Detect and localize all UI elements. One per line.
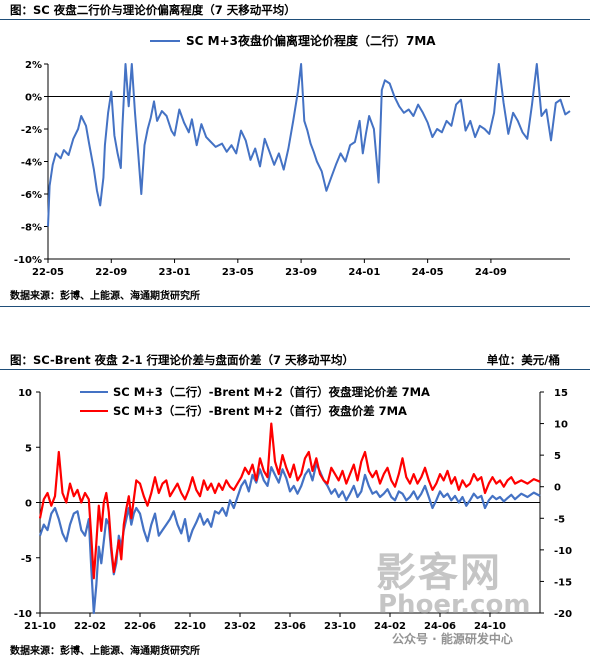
x-tick-label: 23-10 <box>324 621 356 632</box>
x-tick-label: 23-05 <box>222 267 254 278</box>
legend-label-series1: SC M+3（二行）-Brent M+2（首行）夜盘理论价差 7MA <box>113 385 430 399</box>
y-tick-label: -10% <box>14 255 42 266</box>
watermark-logo: 影客网 <box>376 550 502 596</box>
x-tick-label: 21-10 <box>24 621 56 632</box>
y-right-tick-label: 15 <box>554 388 568 399</box>
y-tick-label: 2% <box>25 60 42 71</box>
x-tick-label: 24-10 <box>474 621 506 632</box>
y-left-tick-label: 10 <box>18 388 32 399</box>
figure2-source: 数据来源：彭博、上能源、海通期货研究所 <box>10 646 200 657</box>
x-tick-label: 22-06 <box>124 621 156 632</box>
watermark-site: Phoer.com <box>378 590 531 620</box>
figure1-bottom-rule <box>0 306 590 307</box>
x-tick-label: 23-01 <box>159 267 191 278</box>
legend-label-series1: SC M+3夜盘价偏离理论价程度（二行）7MA <box>186 33 436 48</box>
x-tick-label: 22-05 <box>32 267 64 278</box>
x-tick-label: 23-02 <box>224 621 256 632</box>
y-right-tick-label: -10 <box>554 546 572 557</box>
y-left-tick-label: -5 <box>21 554 32 565</box>
figure2-caption-text: 图：SC-Brent 夜盘 2-1 行理论价差与盘面价差（7 天移动平均） <box>10 353 354 367</box>
y-right-tick-label: -20 <box>554 609 572 620</box>
figure2-caption: 图：SC-Brent 夜盘 2-1 行理论价差与盘面价差（7 天移动平均） 单位… <box>0 350 590 370</box>
x-tick-label: 24-02 <box>374 621 406 632</box>
series2-line <box>38 422 541 580</box>
x-tick-label: 23-09 <box>285 267 317 278</box>
y-right-tick-label: -5 <box>554 514 565 525</box>
y-tick-label: -6% <box>21 190 42 201</box>
y-left-tick-label: 0 <box>25 499 32 510</box>
y-tick-label: -8% <box>21 223 42 234</box>
y-right-tick-label: 5 <box>554 451 561 462</box>
chart2: 10 5 0 -5 -10 15 10 5 0 -5 -10 -15 -20 21-10 22-02 22-0… <box>14 385 572 632</box>
x-tick-label: 22-02 <box>74 621 106 632</box>
y-right-tick-label: -15 <box>554 577 572 588</box>
x-tick-label: 24-05 <box>412 267 444 278</box>
figure1-source: 数据来源：彭博、上能源、海通期货研究所 <box>10 291 200 302</box>
figure2-unit: 单位：美元/桶 <box>486 353 560 367</box>
x-tick-label: 22-10 <box>174 621 206 632</box>
x-tick-label: 23-06 <box>274 621 306 632</box>
y-tick-label: 0% <box>25 93 42 104</box>
x-tick-label: 24-01 <box>348 267 380 278</box>
y-left-tick-label: 5 <box>25 443 32 454</box>
figure1-caption: 图：SC 夜盘二行价与理论价偏离程度（7 天移动平均） <box>0 0 590 20</box>
x-tick-label: 24-09 <box>475 267 507 278</box>
x-tick-label: 22-09 <box>95 267 127 278</box>
y-tick-label: -2% <box>21 125 42 136</box>
series1-line <box>47 63 571 227</box>
y-right-tick-label: 0 <box>554 483 561 494</box>
y-tick-label: -4% <box>21 158 42 169</box>
y-left-tick-label: -10 <box>14 609 32 620</box>
chart1: SC M+3夜盘价偏离理论价程度（二行）7MA 2% 0% -2% -4% -6% -8% -… <box>14 33 571 278</box>
y-right-tick-label: 10 <box>554 420 568 431</box>
x-tick-label: 24-06 <box>424 621 456 632</box>
watermark-wechat: 公众号 · 能源研发中心 <box>392 632 513 646</box>
legend-label-series2: SC M+3（二行）-Brent M+2（首行）夜盘价差 7MA <box>113 404 407 418</box>
